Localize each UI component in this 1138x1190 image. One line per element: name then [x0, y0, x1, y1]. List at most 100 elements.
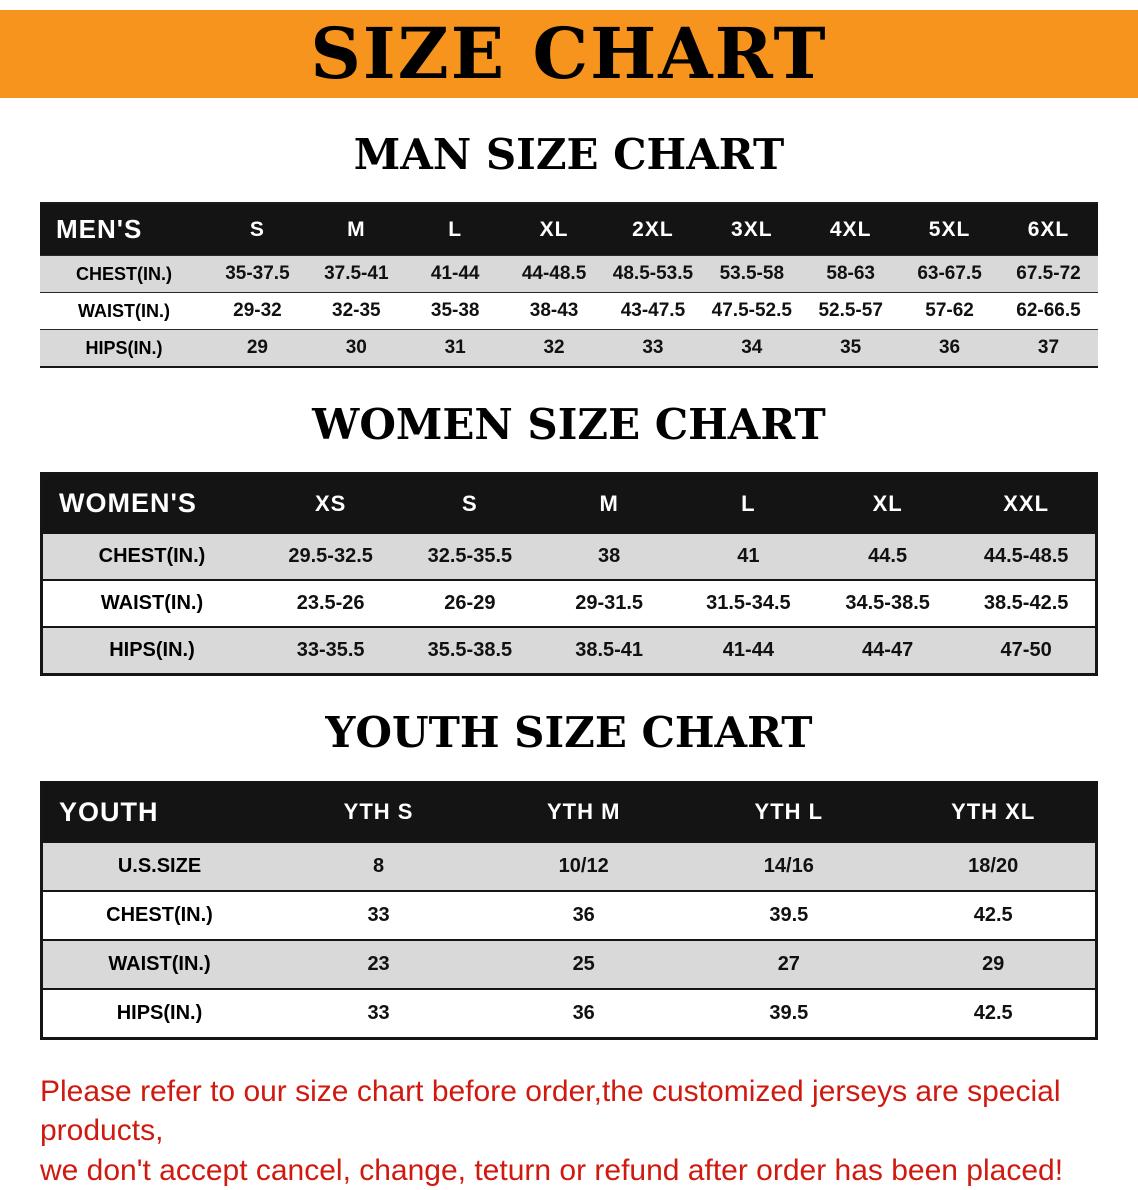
table-row: WAIST(IN.) 23.5-26 26-29 29-31.5 31.5-34.5 34…	[41, 580, 1097, 628]
value-cell: 36	[572, 903, 595, 926]
value-cell: 33-35.5	[296, 639, 365, 662]
value-cell: 41-44	[430, 263, 480, 285]
size-header-cell: YTH L	[754, 799, 824, 825]
order-policy-line2: we don't accept cancel, change, teturn o…	[40, 1153, 1064, 1187]
size-header-cell: YTH M	[546, 799, 621, 825]
banner-title: SIZE CHART	[310, 12, 828, 95]
table-row: HIPS(IN.) 29 30 31 32 33 34 35 36 37	[40, 329, 1098, 368]
row-label-cell: HIPS(IN.)	[116, 1001, 203, 1024]
row-label-cell: WAIST(IN.)	[100, 592, 204, 615]
value-cell: 36	[572, 1001, 595, 1024]
value-cell: 52.5-57	[818, 300, 883, 322]
row-label-cell: CHEST(IN.)	[98, 545, 206, 568]
women-size-table: WOMEN'S XS S M L XL XXL CHEST(IN.) 29.5-32.5 32.5…	[40, 472, 1098, 677]
size-header-cell: XXL	[1003, 490, 1050, 516]
size-header-cell: YTH S	[343, 799, 414, 825]
women-size-chart-heading: WOMEN SIZE CHART	[312, 400, 826, 450]
value-cell: 38.5-42.5	[983, 592, 1069, 615]
value-cell: 29.5-32.5	[288, 545, 373, 568]
youth-size-chart-heading: YOUTH SIZE CHART	[325, 708, 813, 758]
table-header-row: YOUTH YTH S YTH M YTH L YTH XL	[41, 782, 1097, 842]
table-row: U.S.SIZE 8 10/12 14/16 18/20	[41, 841, 1097, 891]
value-cell: 53.5-58	[719, 263, 785, 285]
value-cell: 8	[373, 854, 385, 877]
value-cell: 31.5-34.5	[706, 592, 791, 615]
table-header-row: MEN'S S M L XL 2XL 3XL 4XL 5XL 6XL	[40, 203, 1098, 256]
table-row: CHEST(IN.) 33 36 39.5 42.5	[41, 890, 1097, 940]
size-header-cell: YTH XL	[951, 799, 1036, 825]
size-header-cell: XS	[314, 490, 347, 516]
size-header-cell: L	[741, 490, 756, 516]
value-cell: 32-35	[332, 300, 381, 322]
size-header-cell: XL	[539, 217, 569, 241]
value-cell: 43-47.5	[620, 300, 686, 322]
value-cell: 47-50	[1000, 639, 1052, 662]
value-cell: 29	[246, 337, 268, 359]
order-policy-note: Please refer to our size chart before or…	[40, 1072, 1098, 1190]
value-cell: 39.5	[769, 1001, 809, 1024]
value-cell: 58-63	[826, 263, 875, 285]
row-label-cell: CHEST(IN.)	[106, 903, 213, 926]
table-title-cell: MEN'S	[56, 214, 143, 245]
row-label-cell: CHEST(IN.)	[76, 263, 172, 284]
table-row: HIPS(IN.) 33-35.5 35.5-38.5 38.5-41 41-44 44-…	[41, 627, 1097, 675]
value-cell: 33	[642, 337, 664, 359]
value-cell: 44-47	[862, 639, 914, 662]
size-header-cell: S	[462, 490, 478, 516]
value-cell: 32.5-35.5	[427, 545, 513, 568]
table-row: CHEST(IN.) 35-37.5 37.5-41 41-44 44-48.5 48.5…	[40, 255, 1098, 293]
value-cell: 18/20	[968, 854, 1019, 877]
table-title-cell: WOMEN'S	[59, 488, 197, 519]
value-cell: 37	[1037, 337, 1060, 359]
size-chart-banner: SIZE CHART	[0, 10, 1138, 98]
value-cell: 44-48.5	[521, 263, 587, 285]
men-size-table: MEN'S S M L XL 2XL 3XL 4XL 5XL 6XL CHEST(IN.) 35-37…	[40, 202, 1098, 369]
man-size-chart-heading: MAN SIZE CHART	[353, 130, 785, 179]
row-label-cell: HIPS(IN.)	[85, 337, 163, 358]
value-cell: 36	[938, 337, 961, 359]
value-cell: 29-32	[233, 300, 282, 322]
table-row: HIPS(IN.) 33 36 39.5 42.5	[41, 988, 1097, 1039]
value-cell: 38	[598, 545, 621, 568]
value-cell: 42.5	[973, 1001, 1013, 1024]
table-row: CHEST(IN.) 29.5-32.5 32.5-35.5 38 41 44.5 44.5…	[41, 533, 1097, 581]
size-header-cell: 6XL	[1027, 217, 1070, 241]
value-cell: 25	[572, 952, 595, 975]
value-cell: 31	[444, 337, 466, 359]
value-cell: 42.5	[973, 903, 1013, 926]
table-row: WAIST(IN.) 29-32 32-35 35-38 38-43 43-47.5 47.…	[40, 292, 1098, 330]
value-cell: 44.5-48.5	[983, 545, 1069, 568]
value-cell: 35.5-38.5	[427, 639, 513, 662]
value-cell: 33	[367, 903, 390, 926]
size-header-cell: S	[249, 217, 265, 241]
value-cell: 32	[543, 337, 565, 359]
value-cell: 63-67.5	[917, 263, 982, 285]
value-cell: 38.5-41	[575, 639, 644, 662]
value-cell: 39.5	[769, 903, 809, 926]
size-header-cell: 2XL	[632, 217, 674, 241]
row-label-cell: U.S.SIZE	[117, 854, 202, 877]
value-cell: 27	[777, 952, 800, 975]
value-cell: 35-37.5	[225, 263, 290, 285]
value-cell: 44.5	[868, 545, 908, 568]
value-cell: 41	[737, 545, 760, 568]
row-label-cell: WAIST(IN.)	[108, 952, 211, 975]
table-title-cell: YOUTH	[59, 796, 159, 827]
value-cell: 47.5-52.5	[711, 300, 792, 322]
size-header-cell: 5XL	[928, 217, 971, 241]
table-row: WAIST(IN.) 23 25 27 29	[41, 939, 1097, 989]
row-label-cell: HIPS(IN.)	[109, 639, 195, 662]
value-cell: 33	[367, 1001, 390, 1024]
value-cell: 14/16	[763, 854, 814, 877]
row-label-cell: WAIST(IN.)	[78, 300, 170, 321]
size-header-cell: 4XL	[829, 217, 872, 241]
value-cell: 26-29	[444, 592, 496, 615]
value-cell: 35	[840, 337, 862, 359]
size-header-cell: 3XL	[731, 217, 773, 241]
value-cell: 57-62	[925, 300, 974, 322]
size-header-cell: M	[347, 217, 366, 241]
youth-size-table: YOUTH YTH S YTH M YTH L YTH XL U.S.SIZE 8 10/12…	[40, 780, 1098, 1040]
value-cell: 48.5-53.5	[612, 263, 694, 285]
order-policy-line1: Please refer to our size chart before or…	[40, 1074, 1061, 1148]
value-cell: 10/12	[558, 854, 609, 877]
